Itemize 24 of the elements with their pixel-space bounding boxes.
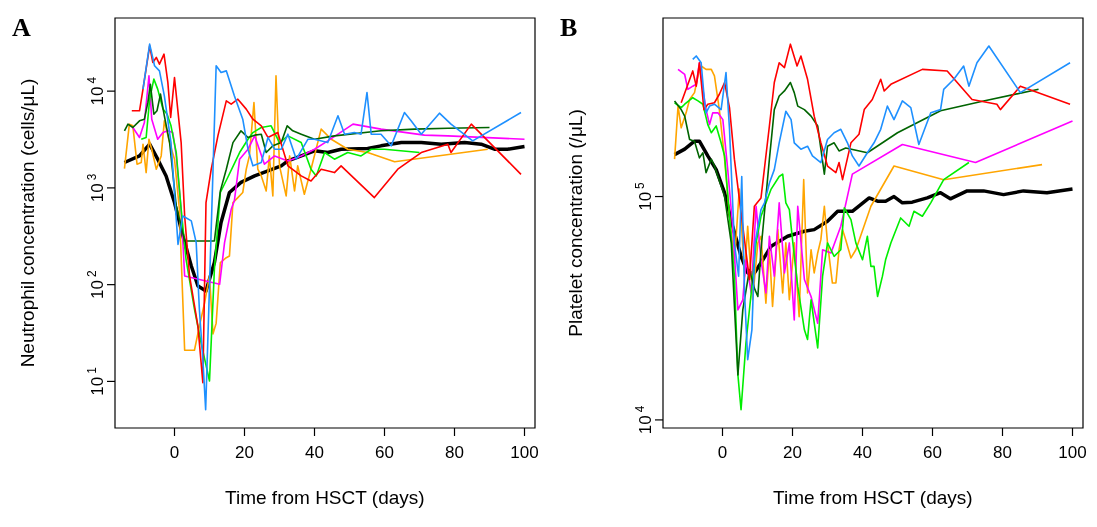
- x-tick-label: 100: [1058, 443, 1087, 462]
- y-tick-label: 102: [85, 270, 107, 299]
- x-tick-label: 20: [783, 443, 802, 462]
- y-tick-label: 103: [85, 173, 107, 203]
- chart-title: B: [560, 13, 578, 42]
- x-tick-label: 0: [169, 443, 180, 462]
- x-tick-label: 40: [305, 443, 324, 462]
- y-tick-label: 104: [633, 405, 655, 435]
- x-tick-label: 60: [923, 443, 942, 462]
- x-axis-title: Time from HSCT (days): [773, 487, 973, 508]
- x-tick-label: 20: [235, 443, 254, 462]
- chart-title: A: [12, 13, 31, 42]
- x-axis-title: Time from HSCT (days): [225, 487, 425, 508]
- x-tick-label: 100: [510, 443, 539, 462]
- y-tick-label: 105: [633, 181, 655, 211]
- x-tick-label: 80: [993, 443, 1012, 462]
- x-tick-label: 0: [717, 443, 728, 462]
- x-tick-label: 40: [853, 443, 872, 462]
- y-axis-title: Neutrophil concentration (cells/μL): [17, 78, 38, 368]
- y-tick-label: 104: [85, 76, 107, 106]
- x-tick-label: 60: [375, 443, 394, 462]
- y-tick-label: 101: [85, 366, 107, 396]
- x-tick-label: 80: [445, 443, 464, 462]
- y-axis-title: Platelet concentration (/μL): [565, 109, 586, 337]
